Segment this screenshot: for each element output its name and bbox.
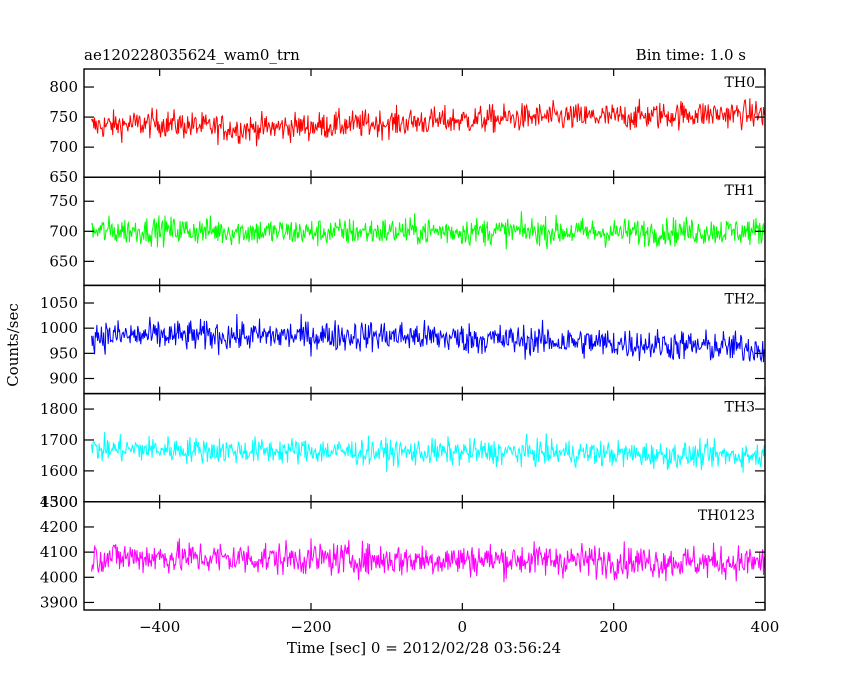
panel-label-th0123: TH0123 xyxy=(698,508,755,524)
y-tick-label: 4300 xyxy=(40,493,78,511)
y-tick-label: 1050 xyxy=(40,294,78,312)
y-tick-label: 1500 xyxy=(40,493,78,511)
series-line-th2 xyxy=(91,313,765,363)
x-tick-label: −200 xyxy=(290,618,331,636)
y-tick-label: 4000 xyxy=(40,568,78,586)
y-tick-label: 1600 xyxy=(40,462,78,480)
header-left: ae120228035624_wam0_trn xyxy=(84,46,300,64)
y-tick-label: 900 xyxy=(49,370,78,388)
panel-label-th3: TH3 xyxy=(725,400,755,416)
x-axis-label: Time [sec] 0 = 2012/02/28 03:56:24 xyxy=(287,639,561,657)
panel-label-th0: TH0 xyxy=(725,75,755,91)
y-tick-label: 650 xyxy=(49,168,78,186)
y-tick-label: 700 xyxy=(49,222,78,240)
y-tick-label: 650 xyxy=(49,252,78,270)
y-tick-label: 700 xyxy=(49,138,78,156)
x-tick-label: −400 xyxy=(139,618,180,636)
y-tick-label: 4200 xyxy=(40,518,78,536)
panel-frame-th0123 xyxy=(83,501,766,611)
y-tick-label: 1700 xyxy=(40,431,78,449)
series-line-th1 xyxy=(91,211,765,250)
panel-label-th2: TH2 xyxy=(725,291,755,307)
panel-label-th1: TH1 xyxy=(725,183,755,199)
series-line-th3 xyxy=(91,432,765,473)
y-tick-label: 950 xyxy=(49,344,78,362)
plot-area: 650 700 750 800 TH0 650 700 750 TH1 900 950 1000 105… xyxy=(40,68,780,636)
y-tick-label: 1800 xyxy=(40,400,78,418)
x-tick-label: 400 xyxy=(751,618,780,636)
x-tick-label: 200 xyxy=(599,618,628,636)
series-line-th0123 xyxy=(91,538,765,583)
header-right: Bin time: 1.0 s xyxy=(636,46,746,64)
y-tick-label: 4100 xyxy=(40,543,78,561)
series-line-th0 xyxy=(91,98,765,147)
y-tick-label: 800 xyxy=(49,78,78,96)
y-axis-label: Counts/sec xyxy=(4,303,22,387)
y-tick-label: 750 xyxy=(49,192,78,210)
y-tick-label: 3900 xyxy=(40,593,78,611)
y-tick-label: 1000 xyxy=(40,319,78,337)
x-tick-label: 0 xyxy=(458,618,468,636)
y-tick-label: 750 xyxy=(49,108,78,126)
